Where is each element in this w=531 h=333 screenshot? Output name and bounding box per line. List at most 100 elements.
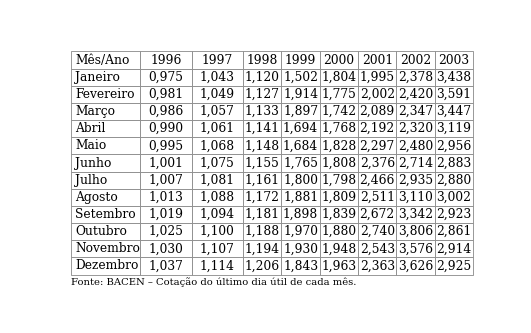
Bar: [192, 155, 243, 171]
Text: 3,576: 3,576: [398, 242, 433, 255]
Bar: [140, 240, 192, 257]
Text: 1,828: 1,828: [321, 140, 356, 153]
Bar: [192, 240, 243, 257]
Bar: [358, 257, 396, 275]
Text: 2,880: 2,880: [436, 174, 472, 187]
Bar: [243, 206, 281, 223]
Text: 1997: 1997: [202, 54, 233, 67]
Bar: [192, 52, 243, 69]
Bar: [320, 86, 358, 103]
Bar: [140, 206, 192, 223]
Bar: [281, 171, 320, 189]
Text: 1,948: 1,948: [321, 242, 356, 255]
Text: Janeiro: Janeiro: [75, 71, 121, 84]
Text: 1,808: 1,808: [321, 157, 356, 169]
Bar: [243, 171, 281, 189]
Text: Mês/Ano: Mês/Ano: [75, 54, 130, 67]
Bar: [435, 86, 473, 103]
Text: 1998: 1998: [246, 54, 278, 67]
Bar: [396, 52, 435, 69]
Text: Março: Março: [75, 105, 115, 118]
Bar: [281, 86, 320, 103]
Text: 1,094: 1,094: [200, 208, 235, 221]
Bar: [396, 240, 435, 257]
Text: 1,120: 1,120: [245, 71, 280, 84]
Text: Novembro: Novembro: [75, 242, 140, 255]
Bar: [435, 257, 473, 275]
Bar: [396, 189, 435, 206]
Text: 1,061: 1,061: [200, 122, 235, 135]
Text: 1,742: 1,742: [321, 105, 356, 118]
Bar: [358, 206, 396, 223]
Bar: [435, 155, 473, 171]
Text: Julho: Julho: [75, 174, 108, 187]
Text: 3,342: 3,342: [398, 208, 433, 221]
Bar: [396, 155, 435, 171]
Text: 2,347: 2,347: [398, 105, 433, 118]
Text: 2,420: 2,420: [398, 88, 433, 101]
Bar: [71, 240, 140, 257]
Text: 1,037: 1,037: [149, 259, 184, 272]
Text: 3,806: 3,806: [398, 225, 433, 238]
Text: 2002: 2002: [400, 54, 431, 67]
Bar: [71, 52, 140, 69]
Text: 2003: 2003: [438, 54, 469, 67]
Bar: [320, 137, 358, 155]
Bar: [71, 86, 140, 103]
Text: Maio: Maio: [75, 140, 107, 153]
Text: 1,114: 1,114: [200, 259, 235, 272]
Bar: [243, 69, 281, 86]
Text: 1,075: 1,075: [200, 157, 235, 169]
Text: 2,297: 2,297: [359, 140, 395, 153]
Bar: [435, 189, 473, 206]
Text: 1,880: 1,880: [321, 225, 356, 238]
Text: Agosto: Agosto: [75, 191, 118, 204]
Bar: [358, 189, 396, 206]
Bar: [192, 206, 243, 223]
Text: 2,914: 2,914: [436, 242, 472, 255]
Text: 3,447: 3,447: [436, 105, 472, 118]
Text: 1,133: 1,133: [245, 105, 280, 118]
Bar: [320, 223, 358, 240]
Bar: [320, 171, 358, 189]
Bar: [140, 137, 192, 155]
Bar: [396, 103, 435, 120]
Bar: [140, 223, 192, 240]
Text: 1,188: 1,188: [245, 225, 280, 238]
Bar: [192, 257, 243, 275]
Text: 1,013: 1,013: [149, 191, 184, 204]
Text: 1,181: 1,181: [245, 208, 280, 221]
Text: 2,714: 2,714: [398, 157, 433, 169]
Bar: [192, 189, 243, 206]
Text: 2,923: 2,923: [436, 208, 472, 221]
Bar: [396, 86, 435, 103]
Bar: [243, 137, 281, 155]
Bar: [435, 171, 473, 189]
Bar: [396, 69, 435, 86]
Text: 1,161: 1,161: [245, 174, 280, 187]
Text: 2,543: 2,543: [359, 242, 395, 255]
Text: 1,914: 1,914: [283, 88, 318, 101]
Text: 1,502: 1,502: [283, 71, 318, 84]
Text: 1,804: 1,804: [321, 71, 356, 84]
Text: 1996: 1996: [150, 54, 182, 67]
Bar: [192, 103, 243, 120]
Bar: [396, 257, 435, 275]
Text: 3,591: 3,591: [436, 88, 472, 101]
Text: 1,970: 1,970: [283, 225, 318, 238]
Bar: [396, 171, 435, 189]
Text: 3,626: 3,626: [398, 259, 433, 272]
Bar: [140, 189, 192, 206]
Text: 1,843: 1,843: [283, 259, 318, 272]
Bar: [243, 223, 281, 240]
Bar: [281, 206, 320, 223]
Bar: [320, 103, 358, 120]
Text: Fevereiro: Fevereiro: [75, 88, 135, 101]
Bar: [320, 155, 358, 171]
Bar: [320, 206, 358, 223]
Bar: [71, 189, 140, 206]
Bar: [435, 69, 473, 86]
Text: 1,148: 1,148: [245, 140, 280, 153]
Text: 1,172: 1,172: [245, 191, 280, 204]
Bar: [396, 223, 435, 240]
